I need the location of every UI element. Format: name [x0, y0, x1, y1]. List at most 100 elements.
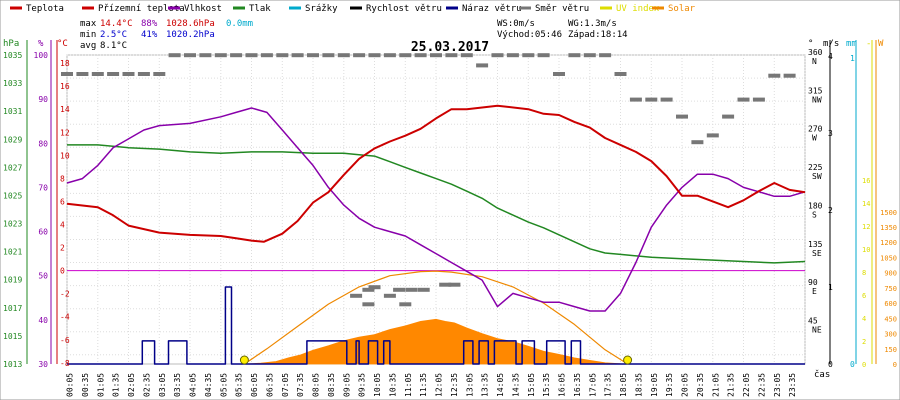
axis-dir-compass: NW	[812, 95, 822, 104]
axis-hpa-tick: 1025	[3, 191, 22, 200]
x-tick-label: 00:35	[81, 373, 90, 397]
stat-min-temp: 2.5°C	[100, 30, 127, 40]
wind-direction-mark	[629, 97, 642, 102]
stats-block: max 14.4°C 88% 1028.6hPa 0.0mm min 2.5°C 41% 102…	[80, 19, 628, 51]
axis-dir-tick: 180	[808, 201, 823, 210]
axis-hpa-tick: 1023	[3, 220, 22, 229]
axis-wm2-tick: 300	[884, 331, 897, 339]
wind-direction-mark	[245, 53, 258, 58]
wind-direction-mark	[445, 53, 458, 58]
wind-direction-mark	[337, 53, 350, 58]
axis-dir-tick: 315	[808, 86, 823, 95]
stat-avg-temp: 8.1°C	[100, 41, 127, 51]
axis-pct-tick: 70	[38, 183, 48, 192]
axis-uv-tick: 10	[862, 246, 870, 254]
wind-direction-mark	[153, 72, 166, 76]
stat-max-press: 1028.6hPa	[166, 19, 215, 29]
axis-hpa-tick: 1031	[3, 107, 22, 116]
x-tick-label: 04:35	[204, 373, 213, 397]
solar-layer	[244, 270, 628, 365]
axis-uv-label: -	[866, 39, 871, 49]
wind-direction-mark	[599, 53, 612, 58]
axis-hpa-tick: 1033	[3, 79, 22, 88]
axis-dir-tick: 225	[808, 163, 823, 172]
axis-uv-tick: 6	[862, 292, 866, 300]
x-tick-label: 09:35	[358, 373, 367, 397]
x-tick-label: 08:05	[312, 373, 321, 397]
wind-direction-mark	[168, 53, 181, 58]
legend-label: Rychlost větru	[366, 4, 442, 14]
axis-wm2-tick: 750	[884, 285, 897, 293]
wind-direction-mark	[691, 140, 704, 145]
x-tick-label: 15:05	[527, 373, 536, 397]
chart-title: 25.03.2017	[411, 40, 489, 55]
wind-direction-mark	[291, 53, 304, 58]
legend-label: Přízemní teplota	[98, 4, 185, 14]
x-tick-label: 23:35	[788, 373, 797, 397]
axis-temp-tick: 8	[60, 174, 65, 183]
wind-direction-mark	[368, 285, 381, 290]
legend-label: Náraz větru	[462, 4, 522, 14]
x-tick-label: 14:35	[511, 373, 520, 397]
x-tick-label: 03:35	[173, 373, 182, 397]
wind-direction-mark	[260, 53, 273, 58]
x-axis-label: čas	[814, 369, 830, 380]
axis-ms-label: m/s	[823, 39, 839, 49]
axis-ms-tick: 1	[828, 283, 833, 292]
legend-label: Teplota	[26, 4, 64, 14]
axis-dir-label: °	[808, 39, 813, 49]
axis-temp-tick: 10	[60, 151, 70, 160]
stat-max-temp: 14.4°C	[100, 19, 133, 29]
stat-sunset: Západ:18:14	[568, 30, 628, 40]
x-tick-label: 16:05	[558, 373, 567, 397]
axis-pct-tick: 100	[34, 51, 49, 60]
wind-direction-mark	[383, 293, 396, 298]
axis-wm2-tick: 1500	[880, 209, 897, 217]
x-tick-label: 08:35	[327, 373, 336, 397]
x-tick-label: 10:35	[388, 373, 397, 397]
wind-direction-mark	[184, 53, 196, 58]
wind-direction-mark	[107, 72, 120, 76]
x-tick-label: 00:05	[66, 373, 75, 397]
x-tick-label: 18:05	[619, 373, 628, 397]
axis-hpa-label: hPa	[3, 39, 19, 49]
wind-direction-mark	[383, 53, 396, 58]
axis-temp-tick: 16	[60, 82, 70, 91]
x-tick-label: 03:05	[158, 373, 167, 397]
stat-ws: WS:0m/s	[497, 19, 535, 29]
x-tick-label: 13:05	[465, 373, 474, 397]
wind-direction-mark	[722, 114, 735, 119]
axis-uv-tick: 16	[862, 177, 870, 185]
axis-wm2-tick: 0	[893, 361, 897, 369]
axis-temp-tick: 12	[60, 128, 70, 137]
x-tick-label: 10:05	[373, 373, 382, 397]
axis-temp-tick: 4	[60, 220, 65, 229]
wind-direction-mark	[783, 73, 796, 78]
wind-direction-mark	[706, 133, 719, 138]
wind-direction-mark	[362, 302, 375, 307]
marker-layer	[61, 53, 796, 365]
stat-max-hum: 88%	[141, 19, 158, 29]
x-tick-label: 22:05	[742, 373, 751, 397]
series-solar-area	[245, 318, 627, 365]
axis-mm-label: mm	[846, 39, 857, 49]
x-tick-label: 17:35	[604, 373, 613, 397]
x-tick-label: 13:35	[481, 373, 490, 397]
wind-direction-mark	[614, 72, 627, 76]
axis-temp-tick: 14	[60, 105, 70, 114]
axis-hpa-tick: 1035	[3, 51, 22, 60]
x-tick-label: 01:05	[96, 373, 105, 397]
x-tick-label: 11:05	[404, 373, 413, 397]
legend-label: UV index	[616, 4, 660, 14]
wind-direction-mark	[353, 53, 366, 58]
wind-direction-mark	[537, 53, 550, 58]
series-humidity	[66, 107, 806, 312]
x-tick-label: 16:35	[573, 373, 582, 397]
axis-dir-compass: SW	[812, 172, 822, 181]
axis-hpa-tick: 1021	[3, 248, 22, 257]
wind-direction-mark	[414, 53, 427, 58]
x-tick-label: 02:05	[127, 373, 136, 397]
wind-direction-mark	[122, 72, 135, 76]
wind-direction-mark	[214, 53, 227, 58]
